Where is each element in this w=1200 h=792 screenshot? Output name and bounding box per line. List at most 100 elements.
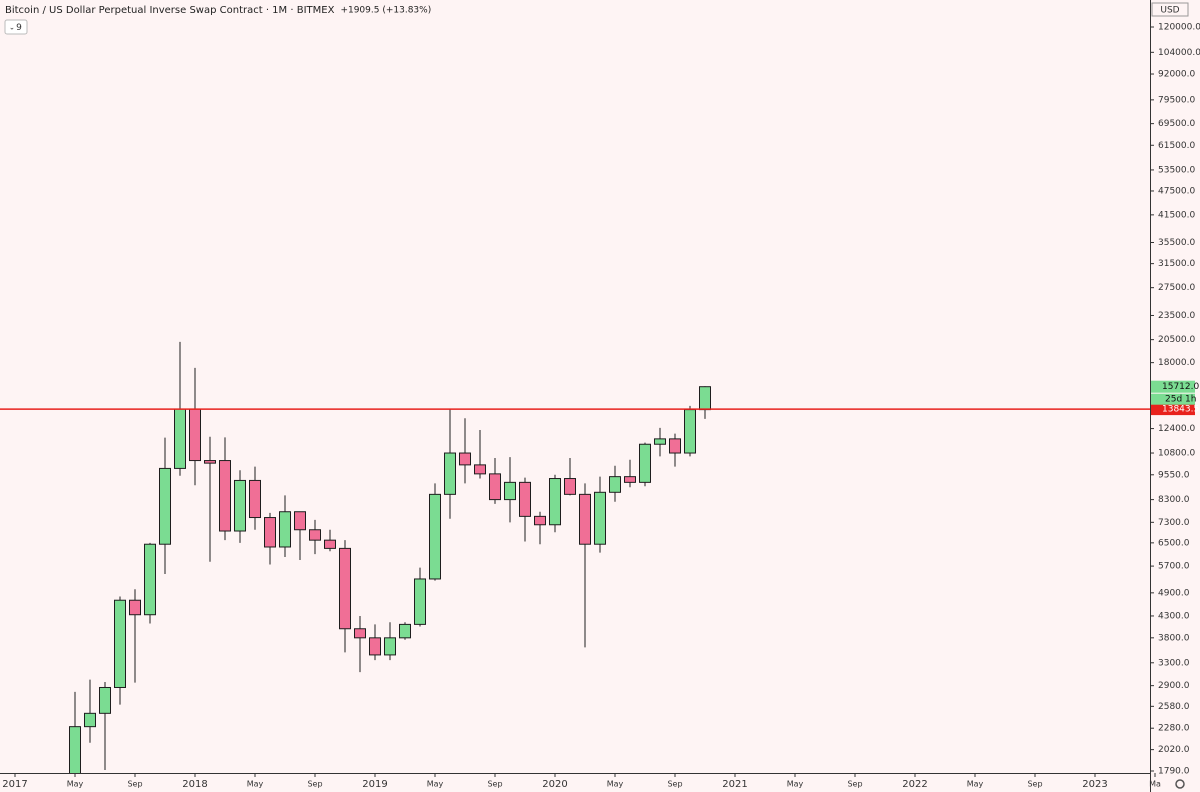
x-tick-label: Sep — [847, 780, 862, 789]
countdown-box — [1151, 393, 1195, 405]
y-tick-label: 12400.0 — [1158, 424, 1195, 434]
candle-body — [519, 481, 531, 517]
candle-body — [84, 712, 96, 728]
candle-body — [189, 408, 201, 462]
currency-box[interactable] — [1151, 2, 1189, 17]
candle-body — [444, 452, 456, 495]
x-tick-label: May — [67, 780, 84, 789]
candle-body — [699, 386, 711, 411]
currency: USD — [1160, 6, 1179, 16]
x-tick-label: 2021 — [722, 779, 747, 790]
candle-body — [429, 493, 441, 580]
y-tick-label: 4300.0 — [1158, 611, 1190, 621]
countdown: 25d 1h — [1165, 395, 1196, 405]
candle-body — [684, 409, 696, 454]
candle-body — [369, 637, 381, 656]
candle-body — [99, 686, 111, 714]
y-tick-label: 2580.0 — [1158, 702, 1190, 712]
x-tick-label: Sep — [307, 780, 322, 789]
price-change: +1909.5 (+13.83%) — [340, 6, 431, 16]
x-tick-label: 2018 — [182, 779, 207, 790]
y-tick-label: 41500.0 — [1158, 210, 1195, 220]
hline-price-label: 13843.5 — [1162, 405, 1199, 415]
x-tick-label: May — [967, 780, 984, 789]
x-tick-label: 2020 — [542, 779, 567, 790]
y-tick-label: 53500.0 — [1158, 165, 1195, 175]
indicator-badge[interactable] — [4, 19, 28, 35]
candle-body — [624, 476, 636, 483]
y-tick-label: 5700.0 — [1158, 562, 1190, 572]
candle-body — [564, 478, 576, 495]
y-tick-label: 3800.0 — [1158, 633, 1190, 643]
y-tick-label: 1790.0 — [1158, 767, 1190, 777]
candle-body — [294, 511, 306, 531]
x-tick-label: Ma — [1149, 780, 1161, 789]
y-tick-label: 31500.0 — [1158, 259, 1195, 269]
x-tick-label: 2017 — [2, 779, 27, 790]
candle-body — [639, 443, 651, 483]
y-tick-label: 6500.0 — [1158, 538, 1190, 548]
x-tick-label: 2019 — [362, 779, 387, 790]
x-tick-label: Sep — [1027, 780, 1042, 789]
candle-body — [534, 515, 546, 526]
candle-body — [174, 408, 186, 469]
x-tick-label: Sep — [127, 780, 142, 789]
candle-body — [399, 623, 411, 639]
candle-body — [129, 599, 141, 616]
candle-body — [474, 464, 486, 475]
y-tick-label: 23500.0 — [1158, 311, 1195, 321]
candle-body — [204, 460, 216, 464]
candle-body — [384, 637, 396, 656]
candle-body — [69, 726, 81, 773]
candle-body — [279, 511, 291, 548]
settings-icon[interactable] — [1175, 779, 1185, 789]
indicator-count: 9 — [16, 23, 22, 33]
y-tick-label: 2020.0 — [1158, 745, 1190, 755]
chevron: ⌄ — [9, 24, 15, 32]
last-price-box — [1151, 380, 1195, 393]
y-tick-label: 7300.0 — [1158, 518, 1190, 528]
candle-body — [219, 460, 231, 532]
candle-body — [324, 539, 336, 549]
x-tick-label: May — [427, 780, 444, 789]
chart-title: Bitcoin / US Dollar Perpetual Inverse Sw… — [5, 5, 335, 16]
x-tick-label: May — [607, 780, 624, 789]
x-tick-label: 2022 — [902, 779, 927, 790]
candle-body — [339, 547, 351, 630]
candle-body — [354, 628, 366, 639]
y-tick-label: 20500.0 — [1158, 335, 1195, 345]
y-tick-label: 104000.0 — [1158, 48, 1200, 58]
candle-body — [249, 479, 261, 519]
x-tick-label: May — [787, 780, 804, 789]
candle-body — [654, 438, 666, 445]
candle-body — [264, 517, 276, 548]
y-tick-label: 35500.0 — [1158, 238, 1195, 248]
y-tick-label: 8300.0 — [1158, 495, 1190, 505]
y-tick-label: 92000.0 — [1158, 70, 1195, 80]
x-tick-label: Sep — [487, 780, 502, 789]
y-tick-label: 10800.0 — [1158, 449, 1195, 459]
y-tick-label: 2280.0 — [1158, 724, 1190, 734]
y-tick-label: 120000.0 — [1158, 23, 1200, 33]
y-tick-label: 9550.0 — [1158, 470, 1190, 480]
candle-body — [609, 476, 621, 493]
candle-body — [669, 438, 681, 454]
candle-body — [594, 491, 606, 545]
candle-body — [414, 578, 426, 625]
candle-body — [459, 452, 471, 466]
y-tick-label: 69500.0 — [1158, 119, 1195, 129]
candle-body — [309, 529, 321, 541]
y-tick-label: 2900.0 — [1158, 681, 1190, 691]
candle-body — [579, 493, 591, 545]
candle-body — [504, 481, 516, 501]
candle-body — [234, 479, 246, 532]
candle-body — [549, 478, 561, 526]
y-tick-label: 3300.0 — [1158, 658, 1190, 668]
x-tick-label: May — [247, 780, 264, 789]
x-tick-label: 2023 — [1082, 779, 1107, 790]
axes: 120000.0 104000.0 92000.0 79500.0 69500.0 615… — [2, 23, 1200, 790]
hline-price-box — [1151, 403, 1195, 416]
y-tick-label: 4900.0 — [1158, 588, 1190, 598]
